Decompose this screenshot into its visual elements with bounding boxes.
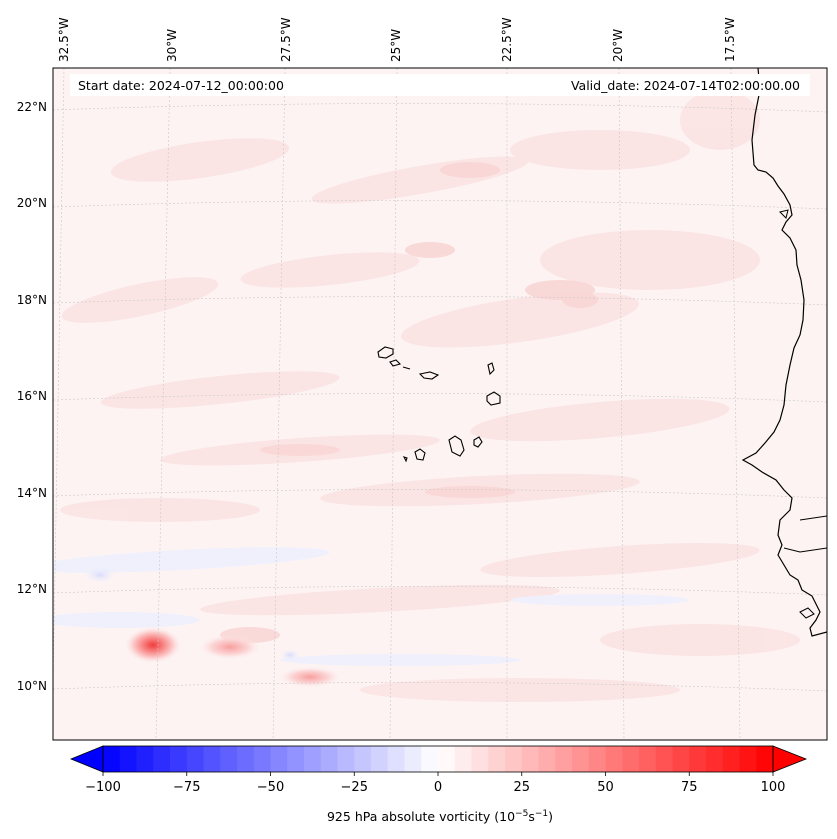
colorbar-step (572, 746, 590, 772)
colorbar-step (521, 746, 539, 772)
colorbar-tick-label: −50 (257, 780, 284, 795)
lon-label-22-5w: 22.5°W (500, 17, 514, 62)
colorbar-step (270, 746, 288, 772)
lat-label-14n: 14°N (17, 486, 47, 500)
colorbar-step (136, 746, 154, 772)
colorbar-tick-label: 25 (513, 780, 530, 795)
lon-labels: 32.5°W 30°W 27.5°W 25°W 22.5°W 20°W 17.5… (57, 17, 737, 62)
colorbar-step (337, 746, 355, 772)
colorbar-step (371, 746, 389, 772)
lat-label-20n: 20°N (17, 196, 47, 210)
colorbar-tick-label: −75 (173, 780, 200, 795)
colorbar-max-extend (772, 745, 808, 773)
colorbar-title: 925 hPa absolute vorticity (10−5s−1) (327, 809, 553, 824)
lat-label-10n: 10°N (17, 679, 47, 693)
colorbar-step (639, 746, 657, 772)
lat-label-16n: 16°N (17, 389, 47, 403)
colorbar-step (622, 746, 640, 772)
colorbar-step (588, 746, 606, 772)
lat-label-12n: 12°N (17, 582, 47, 596)
vorticity-field (53, 68, 827, 740)
colorbar-step (756, 746, 774, 772)
gridlines (53, 68, 827, 740)
colorbar-step (354, 746, 372, 772)
colorbar: −100 −75 −50 −25 0 25 50 75 100 925 hPa absolute… (69, 745, 808, 824)
lon-label-20w: 20°W (611, 29, 625, 62)
colorbar-step (689, 746, 707, 772)
colorbar-step (421, 746, 439, 772)
lon-label-27-5w: 27.5°W (279, 17, 293, 62)
map-frame (52, 67, 828, 741)
lat-label-18n: 18°N (17, 293, 47, 307)
colorbar-step (438, 746, 456, 772)
colorbar-step (103, 746, 121, 772)
colorbar-step (722, 746, 740, 772)
colorbar-step (555, 746, 573, 772)
colorbar-tick-label: 75 (681, 780, 698, 795)
colorbar-step (655, 746, 673, 772)
lon-label-30w: 30°W (165, 29, 179, 62)
colorbar-step (170, 746, 188, 772)
africa-coastline (741, 68, 827, 637)
colorbar-step (454, 746, 472, 772)
colorbar-step (538, 746, 556, 772)
colorbar-step (672, 746, 690, 772)
colorbar-tick-label: 100 (761, 780, 786, 795)
colorbar-tick-label: 0 (434, 780, 442, 795)
colorbar-step (287, 746, 305, 772)
colorbar-step (119, 746, 137, 772)
colorbar-step (488, 746, 506, 772)
colorbar-step (387, 746, 405, 772)
lon-label-32-5w: 32.5°W (57, 17, 71, 62)
lat-label-22n: 22°N (17, 100, 47, 114)
lon-label-25w: 25°W (389, 29, 403, 62)
info-box (70, 74, 810, 96)
lon-label-17-5w: 17.5°W (723, 17, 737, 62)
colorbar-step (253, 746, 271, 772)
colorbar-step (706, 746, 724, 772)
colorbar-steps (103, 746, 774, 772)
colorbar-step (739, 746, 757, 772)
colorbar-step (153, 746, 171, 772)
colorbar-step (471, 746, 489, 772)
colorbar-step (203, 746, 221, 772)
colorbar-step (220, 746, 238, 772)
start-date: Start date: 2024-07-12_00:00:00 (78, 78, 284, 93)
colorbar-tick-label: 50 (597, 780, 614, 795)
colorbar-step (304, 746, 322, 772)
colorbar-step (505, 746, 523, 772)
colorbar-step (605, 746, 623, 772)
colorbar-step (237, 746, 255, 772)
colorbar-step (186, 746, 204, 772)
colorbar-ticks: −100 −75 −50 −25 0 25 50 75 100 (85, 772, 785, 795)
colorbar-tick-label: −100 (85, 780, 121, 795)
valid-date: Valid_date: 2024-07-14T02:00:00.00 (571, 78, 800, 93)
colorbar-step (404, 746, 422, 772)
cape-verde-islands (377, 346, 501, 463)
colorbar-min-extend (69, 745, 104, 773)
lat-labels: 22°N 20°N 18°N 16°N 14°N 12°N 10°N (17, 100, 47, 693)
colorbar-tick-label: −25 (341, 780, 368, 795)
colorbar-step (320, 746, 338, 772)
